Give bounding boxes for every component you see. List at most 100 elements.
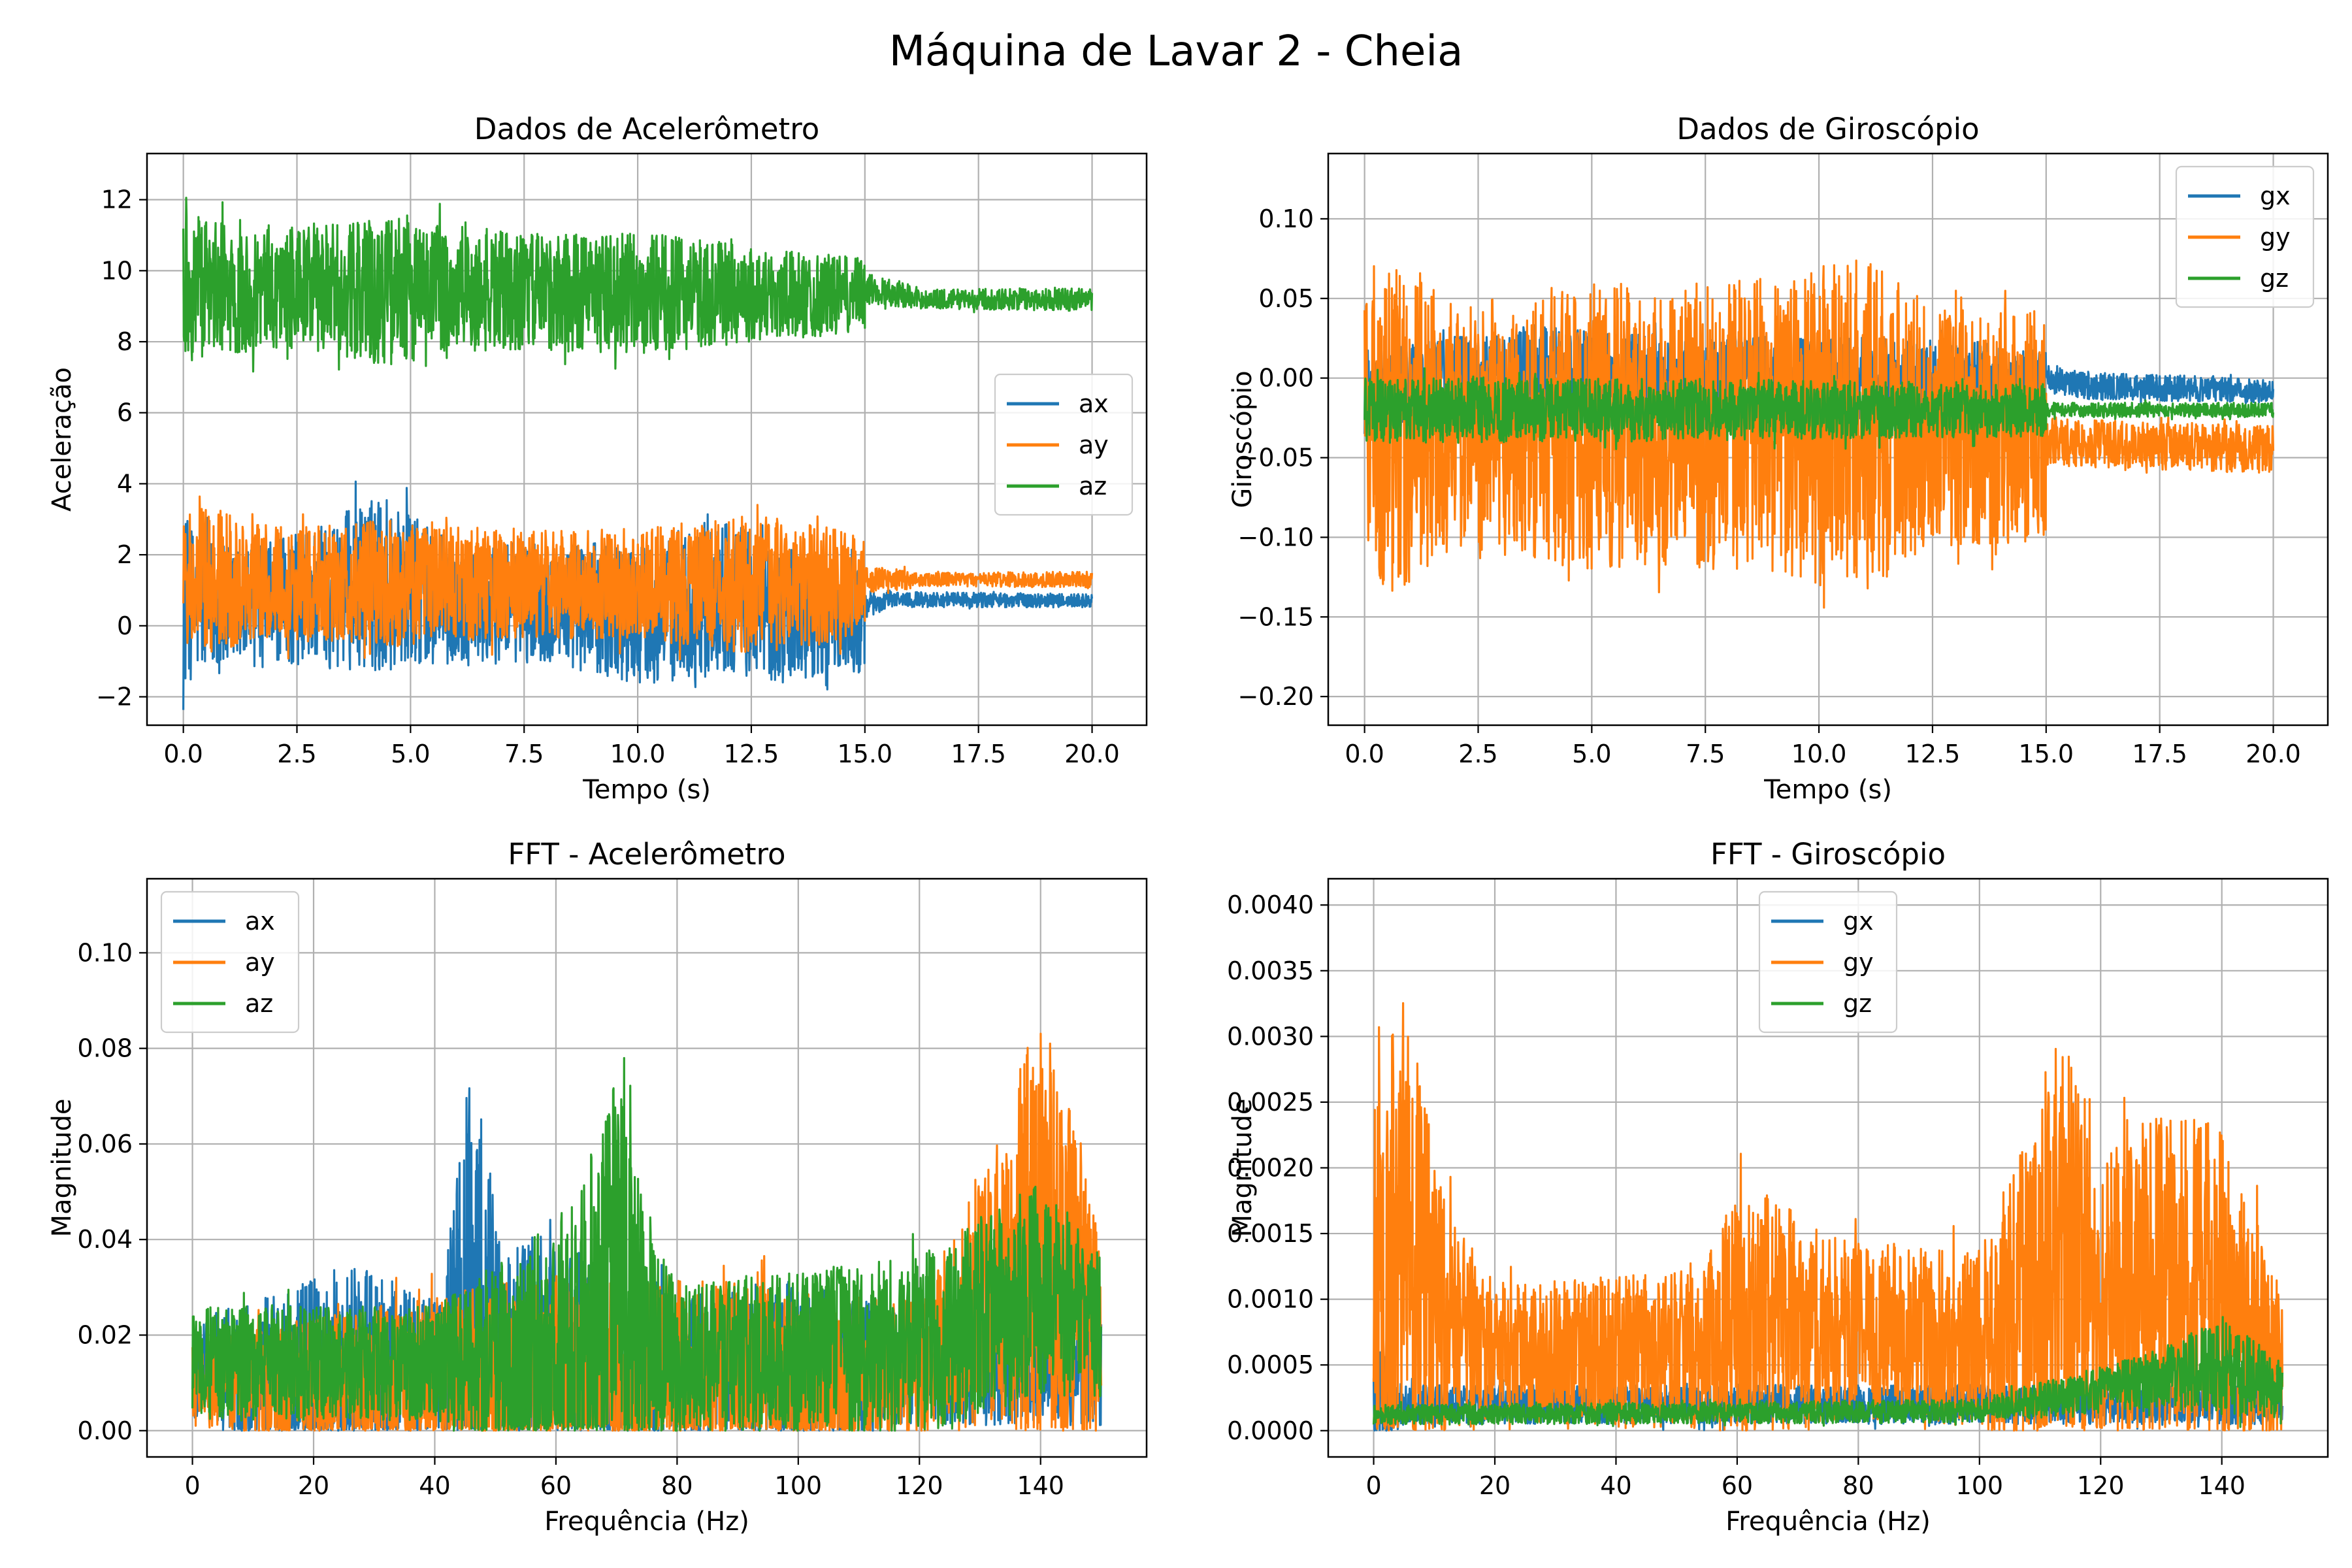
y-tick-label: 10 [101, 256, 133, 285]
legend-label-az: az [245, 989, 273, 1018]
y-tick-label: 0.10 [1258, 204, 1314, 233]
x-tick-label: 20.0 [1064, 740, 1120, 768]
series-group [1372, 1002, 2284, 1432]
y-tick-label: 2 [117, 540, 133, 569]
x-tick-label: 12.5 [724, 740, 779, 768]
x-tick-label: 40 [1600, 1471, 1631, 1500]
plot-frame [146, 152, 1148, 727]
series-line-gz [1364, 367, 2275, 450]
x-tick-label: 20 [1479, 1471, 1511, 1500]
legend: gx gy gz [1758, 890, 1898, 1034]
series-group [182, 197, 1094, 710]
legend-label-gy: gy [1843, 948, 1874, 977]
y-axis-label: Magnitude [47, 1099, 77, 1237]
y-tick-label: 0.05 [1258, 284, 1314, 313]
legend-label-gy: gy [2260, 223, 2291, 252]
y-tick-label: 0.0035 [1227, 956, 1314, 985]
x-tick-label: 10.0 [1791, 740, 1847, 768]
x-tick-label: 12.5 [1905, 740, 1961, 768]
legend-label-ax: ax [245, 907, 275, 936]
x-tick-label: 0.0 [163, 740, 203, 768]
x-tick-label: 20.0 [2246, 740, 2301, 768]
x-tick-label: 120 [2077, 1471, 2125, 1500]
y-tick-label: 0.0025 [1227, 1088, 1314, 1117]
chart-title: Dados de Acelerômetro [474, 112, 820, 146]
series-line-gz [1372, 1316, 2284, 1428]
y-tick-label: 0.0020 [1227, 1154, 1314, 1183]
y-tick-label: 4 [117, 469, 133, 498]
x-tick-label: 2.5 [1458, 740, 1497, 768]
x-tick-label: 100 [1956, 1471, 2004, 1500]
x-tick-label: 7.5 [1686, 740, 1725, 768]
y-tick-label: 0.02 [77, 1320, 133, 1349]
y-tick-label: −0.20 [1238, 682, 1314, 711]
x-axis-label: Frequência (Hz) [544, 1507, 749, 1537]
chart-panel-2: 0.0 2.5 5.0 7.5 10.0 12.5 15.0 17.5 20.0 −0.20 −0.… [1228, 112, 2329, 805]
x-tick-label: 17.5 [2132, 740, 2187, 768]
chart-title: Dados de Giroscópio [1676, 112, 1979, 146]
legend: gx gy gz [2175, 165, 2315, 308]
chart-title: FFT - Acelerômetro [508, 837, 785, 872]
x-tick-label: 5.0 [1572, 740, 1611, 768]
legend-box [994, 373, 1134, 516]
y-axis-label: Giroscópio [1228, 370, 1258, 508]
x-tick-label: 80 [1842, 1471, 1874, 1500]
x-tick-label: 2.5 [277, 740, 316, 768]
x-axis-label: Tempo (s) [582, 775, 711, 805]
y-tick-label: 6 [117, 399, 133, 427]
plot-frame [1327, 152, 2329, 727]
x-tick-label: 15.0 [2019, 740, 2074, 768]
plot-frame [146, 877, 1148, 1458]
chart-panel-1: 0.0 2.5 5.0 7.5 10.0 12.5 15.0 17.5 20.0 −2 0 2 4 6 8 1… [47, 112, 1148, 805]
x-tick-label: 15.0 [838, 740, 893, 768]
x-axis-label: Frequência (Hz) [1725, 1507, 1931, 1537]
y-tick-label: 0.10 [77, 938, 133, 967]
x-axis-label: Tempo (s) [1763, 775, 1892, 805]
y-tick-label: 0.00 [1258, 364, 1314, 393]
y-tick-label: 0.04 [77, 1225, 133, 1254]
x-tick-label: 140 [2198, 1471, 2246, 1500]
y-tick-label: 0.00 [77, 1416, 133, 1445]
series-line-ay [182, 495, 1094, 661]
series-line-az [191, 1056, 1103, 1432]
x-tick-label: 10.0 [610, 740, 666, 768]
legend: ax ay az [994, 373, 1134, 516]
legend-label-ax: ax [1079, 389, 1109, 418]
legend-label-gz: gz [1843, 989, 1872, 1018]
y-axis-label: Aceleração [47, 367, 77, 512]
y-tick-label: 0.0000 [1227, 1416, 1314, 1445]
legend-box [160, 890, 300, 1034]
y-tick-label: 0 [117, 612, 133, 640]
y-tick-label: 0.0040 [1227, 890, 1314, 919]
y-tick-label: −0.15 [1238, 602, 1314, 631]
x-tick-label: 60 [540, 1471, 572, 1500]
x-tick-label: 140 [1017, 1471, 1064, 1500]
x-tick-label: 0.0 [1345, 740, 1384, 768]
y-tick-label: −0.05 [1238, 444, 1314, 472]
y-tick-label: −2 [96, 683, 133, 711]
y-tick-label: 0.0015 [1227, 1219, 1314, 1248]
y-tick-label: 8 [117, 327, 133, 356]
y-tick-label: 0.0005 [1227, 1350, 1314, 1379]
legend-label-ay: ay [1079, 431, 1109, 459]
x-tick-label: 5.0 [391, 740, 430, 768]
legend-label-gz: gz [2260, 264, 2289, 293]
chart-title: FFT - Giroscópio [1710, 837, 1946, 872]
y-axis-label: Magnitude [1228, 1099, 1258, 1237]
x-tick-label: 17.5 [951, 740, 1006, 768]
legend-label-gx: gx [1843, 907, 1874, 936]
legend-box [2175, 165, 2315, 308]
legend: ax ay az [160, 890, 300, 1034]
figure-title: Máquina de Lavar 2 - Cheia [889, 27, 1463, 76]
x-tick-label: 0 [1365, 1471, 1381, 1500]
x-tick-label: 0 [184, 1471, 200, 1500]
chart-panel-3: 0 20 40 60 80 100 120 140 0.00 0.02 0.04 0.06 0.08 0.… [47, 837, 1148, 1537]
y-tick-label: 0.06 [77, 1130, 133, 1158]
x-tick-label: 7.5 [504, 740, 544, 768]
legend-box [1758, 890, 1898, 1034]
series-line-az [182, 197, 1094, 373]
x-tick-label: 100 [775, 1471, 823, 1500]
legend-label-gx: gx [2260, 182, 2291, 210]
legend-label-az: az [1079, 472, 1107, 500]
